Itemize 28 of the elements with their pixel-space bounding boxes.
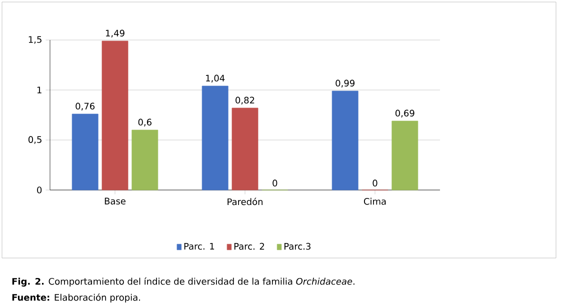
- data-label: 1,04: [206, 74, 225, 82]
- data-label: 0,6: [138, 118, 152, 126]
- bar: [72, 114, 98, 190]
- data-label: 0,69: [395, 110, 414, 118]
- legend-label: Parc. 1: [184, 242, 214, 250]
- data-label: 1,49: [106, 30, 124, 38]
- bar: [332, 90, 358, 190]
- y-tick-label: 0,5: [28, 136, 42, 144]
- x-tick-label: Cima: [364, 198, 386, 205]
- data-label: 0: [272, 180, 278, 186]
- y-tick-label: 0: [37, 186, 42, 194]
- text: Fig. 2. Comportamiento del índice de diversidad de la familia Orchidaceae.: [12, 277, 354, 287]
- x-tick-label: Base: [104, 198, 126, 204]
- legend-label: Parc.3: [284, 242, 310, 250]
- text: Fuente: Elaboración propia.: [12, 293, 140, 303]
- bar: [202, 86, 228, 190]
- bar: [102, 40, 128, 190]
- legend-label: Parc. 2: [234, 242, 264, 250]
- data-label: 0,99: [336, 80, 354, 88]
- data-label: 0: [372, 180, 378, 186]
- data-label: 0,76: [76, 102, 95, 110]
- bar: [392, 120, 418, 190]
- bar: [232, 108, 258, 190]
- x-tick-label: Paredón: [228, 198, 262, 206]
- y-tick-label: 1,5: [28, 36, 42, 44]
- bar: [132, 130, 158, 190]
- y-tick-label: 1: [37, 86, 42, 94]
- data-label: 0,82: [236, 96, 254, 104]
